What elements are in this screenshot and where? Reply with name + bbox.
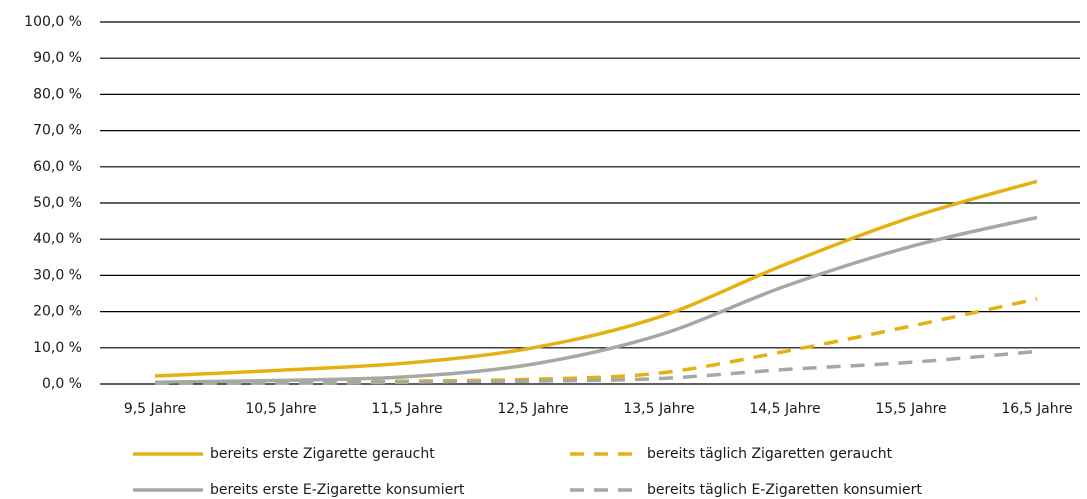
series-line — [154, 297, 1038, 385]
y-tick-label: 30,0 % — [33, 267, 82, 283]
legend-label: bereits täglich Zigaretten geraucht — [647, 446, 893, 462]
y-tick-label: 20,0 % — [33, 304, 82, 320]
x-tick-label: 12,5 Jahre — [497, 401, 568, 417]
y-tick-label: 70,0 % — [33, 123, 82, 139]
y-tick-label: 100,0 % — [24, 14, 82, 30]
x-tick-label: 11,5 Jahre — [371, 401, 442, 417]
y-tick-label: 0,0 % — [42, 376, 82, 392]
series-line — [154, 179, 1038, 378]
x-tick-label: 9,5 Jahre — [124, 401, 186, 417]
x-tick-label: 15,5 Jahre — [875, 401, 946, 417]
y-tick-label: 60,0 % — [33, 159, 82, 175]
y-tick-label: 80,0 % — [33, 86, 82, 102]
y-tick-label: 10,0 % — [33, 340, 82, 356]
y-tick-label: 50,0 % — [33, 195, 82, 211]
legend-label: bereits täglich E-Zigaretten konsumiert — [647, 482, 922, 498]
x-tick-label: 13,5 Jahre — [623, 401, 694, 417]
series-line — [154, 215, 1038, 384]
y-tick-label: 90,0 % — [33, 50, 82, 66]
x-tick-label: 10,5 Jahre — [245, 401, 316, 417]
x-tick-label: 14,5 Jahre — [749, 401, 820, 417]
x-tick-label: 16,5 Jahre — [1001, 401, 1072, 417]
legend-label: bereits erste E-Zigarette konsumiert — [210, 482, 465, 498]
y-tick-label: 40,0 % — [33, 231, 82, 247]
series-line — [154, 349, 1038, 386]
legend-label: bereits erste Zigarette geraucht — [210, 446, 435, 462]
